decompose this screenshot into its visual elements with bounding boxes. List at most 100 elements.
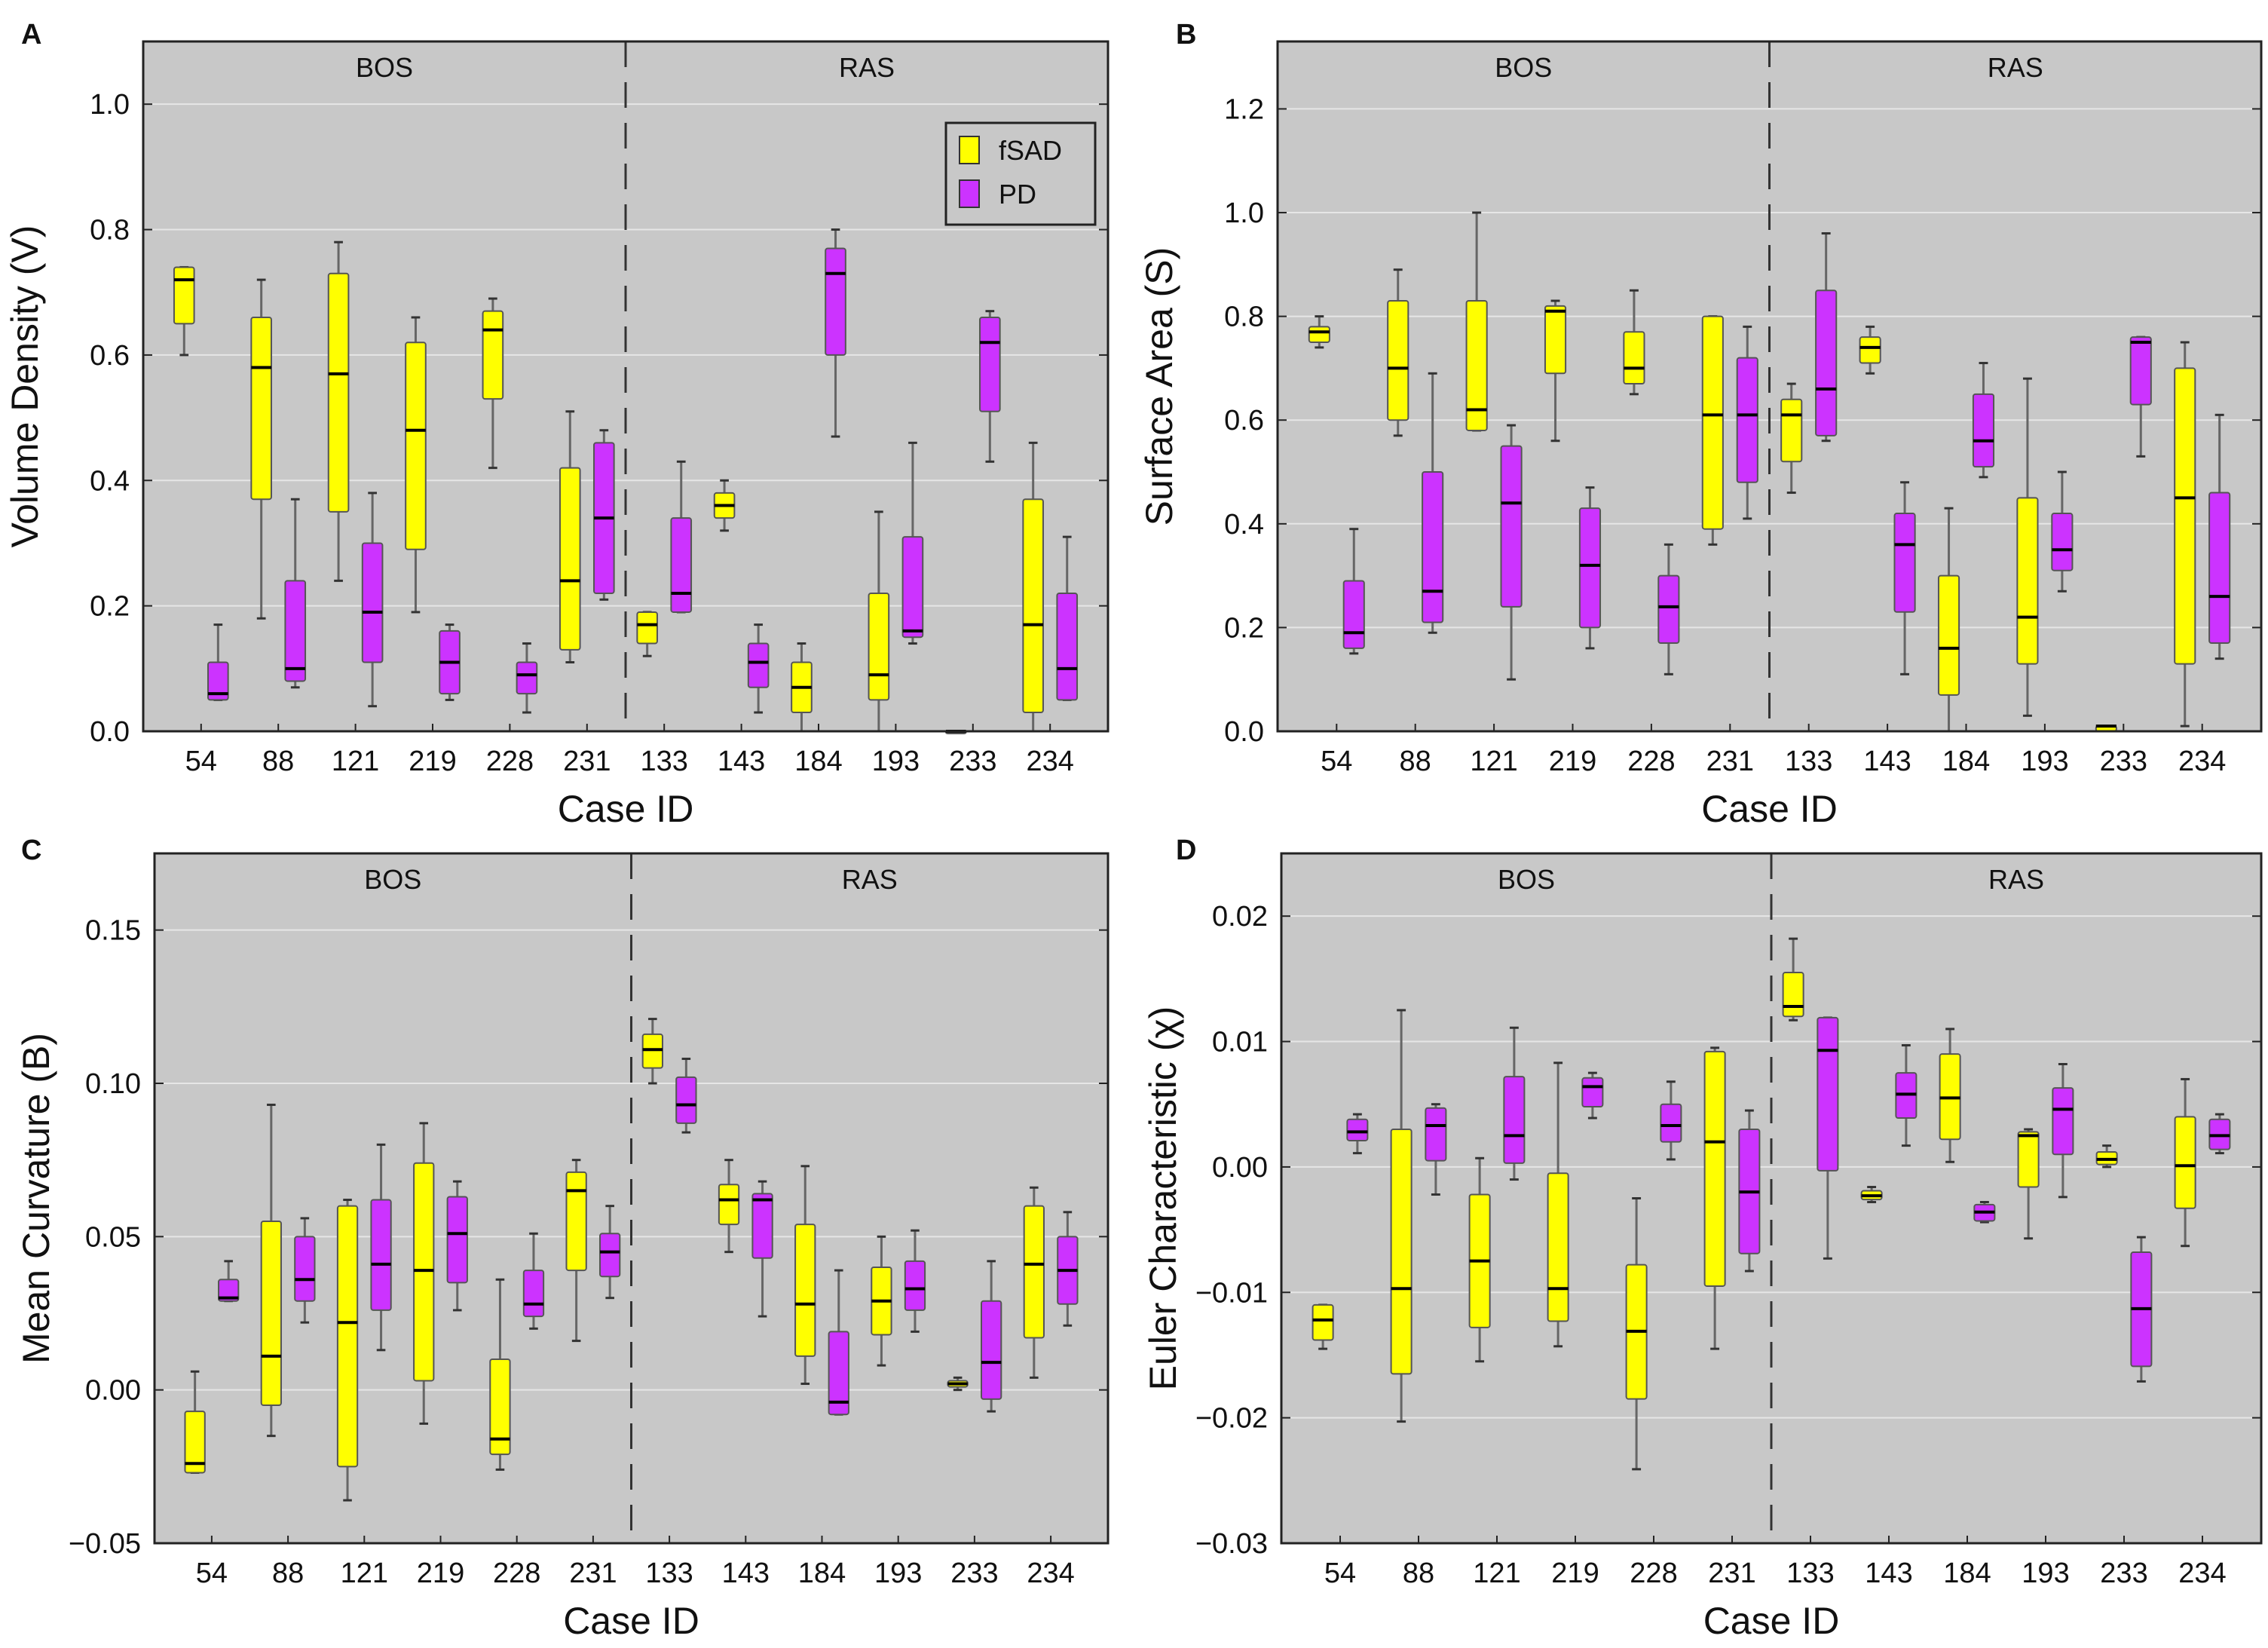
iqr-box [1500,445,1523,608]
box-pd-231 [599,1205,621,1300]
x-tick-label-231: 231 [569,1558,617,1589]
box-fsad-143 [718,1159,740,1254]
x-tick-label-121: 121 [1473,1558,1520,1589]
iqr-box [1023,1205,1045,1339]
iqr-box [1703,1050,1726,1287]
iqr-box [1893,513,1916,613]
y-axis-label: Mean Curvature (B) [15,1033,57,1364]
box-fsad-231 [565,1159,587,1343]
box-pd-54 [218,1260,240,1303]
y-tick-label: 0.01 [1212,1027,1268,1058]
iqr-box [868,593,890,701]
panel-letter: B [1176,19,1196,51]
iqr-box [641,1033,663,1069]
box-fsad-231 [559,410,581,663]
box-pd-233 [2129,335,2152,458]
iqr-box [794,1224,816,1357]
group-label-bos: BOS [364,864,421,895]
box-fsad-54 [184,1370,206,1474]
iqr-box [1660,1103,1682,1143]
y-tick-label: 0.8 [1224,302,1264,333]
x-tick-label-219: 219 [1549,746,1596,777]
panel-d: BOS RAS −0.03 −0.02 −0.01 0.00 0.01 0.02 54 88 121… [1142,835,2263,1642]
iqr-box [1312,1303,1334,1341]
iqr-box [2208,492,2231,645]
x-axis-label: Case ID [1703,1600,1840,1642]
box-pd-143 [747,623,770,714]
iqr-box [1817,1016,1839,1172]
iqr-box [1342,580,1365,649]
box-pd-143 [1895,1044,1918,1147]
iqr-box [336,1205,359,1468]
x-tick-label-233: 233 [2100,746,2147,777]
box-pd-193 [904,1229,926,1333]
box-pd-143 [751,1180,773,1318]
iqr-box [2174,1116,2196,1209]
box-pd-219 [1581,1071,1604,1120]
iqr-box [565,1171,587,1272]
x-tick-label-184: 184 [798,1558,846,1589]
box-fsad-234 [2174,341,2196,728]
iqr-box [489,1359,511,1456]
iqr-box [284,580,307,682]
x-tick-label-143: 143 [718,746,765,777]
box-pd-231 [593,429,615,601]
x-tick-label-88: 88 [262,746,294,777]
box-pd-88 [284,498,307,689]
x-tick-label-234: 234 [1027,1558,1074,1589]
box-fsad-54 [173,265,195,357]
box-fsad-231 [1703,1046,1726,1350]
iqr-box [1972,393,1995,468]
box-pd-133 [1817,1016,1839,1260]
plot-frame [1276,40,2263,733]
x-axis-label: Case ID [1701,788,1838,830]
iqr-box [1701,315,1724,530]
x-tick-label-143: 143 [722,1558,770,1589]
iqr-box [675,1076,697,1124]
box-fsad-233 [947,1376,969,1392]
box-pd-184 [828,1269,849,1416]
y-tick-label: −0.03 [1195,1528,1268,1560]
box-fsad-133 [636,611,658,657]
x-tick-label-228: 228 [486,746,534,777]
box-fsad-121 [336,1199,359,1502]
box-pd-88 [294,1217,316,1324]
iqr-box [1056,593,1079,701]
box-pd-184 [1972,362,1995,479]
x-tick-label-193: 193 [2021,746,2068,777]
box-pd-184 [825,228,846,438]
iqr-box [413,1162,435,1382]
iqr-box [482,310,504,400]
y-tick-label: 1.0 [1224,198,1264,229]
x-tick-label-193: 193 [2022,1558,2069,1589]
plot-frame [153,852,1110,1545]
box-fsad-219 [413,1122,435,1425]
iqr-box [173,266,195,325]
x-tick-label-233: 233 [2100,1558,2147,1589]
y-tick-label: 0.02 [1212,901,1268,933]
iqr-box [1422,471,1444,623]
box-pd-88 [1425,1103,1447,1196]
box-fsad-143 [713,479,736,532]
y-tick-label: −0.02 [1195,1403,1268,1435]
x-tick-label-231: 231 [563,746,611,777]
box-fsad-143 [1860,1186,1883,1203]
y-axis-label: Volume Density (V) [4,225,46,548]
y-axis-label: Surface Area (S) [1138,247,1180,526]
box-pd-121 [370,1143,392,1352]
y-tick-label: −0.01 [1195,1277,1268,1309]
x-tick-label-234: 234 [2178,1558,2226,1589]
group-label-ras: RAS [1988,52,2043,83]
box-pd-228 [522,1232,545,1330]
iqr-box [1387,299,1409,421]
iqr-box [2051,513,2074,571]
iqr-box [1859,336,1881,364]
iqr-box [2017,1131,2040,1188]
iqr-box [1937,574,1960,696]
box-fsad-54 [1312,1303,1334,1350]
y-tick-label: 0.00 [1212,1152,1268,1184]
box-fsad-121 [1465,211,1488,432]
box-pd-231 [1736,325,1758,520]
iqr-box [1657,574,1680,645]
box-fsad-193 [2017,1128,2040,1240]
